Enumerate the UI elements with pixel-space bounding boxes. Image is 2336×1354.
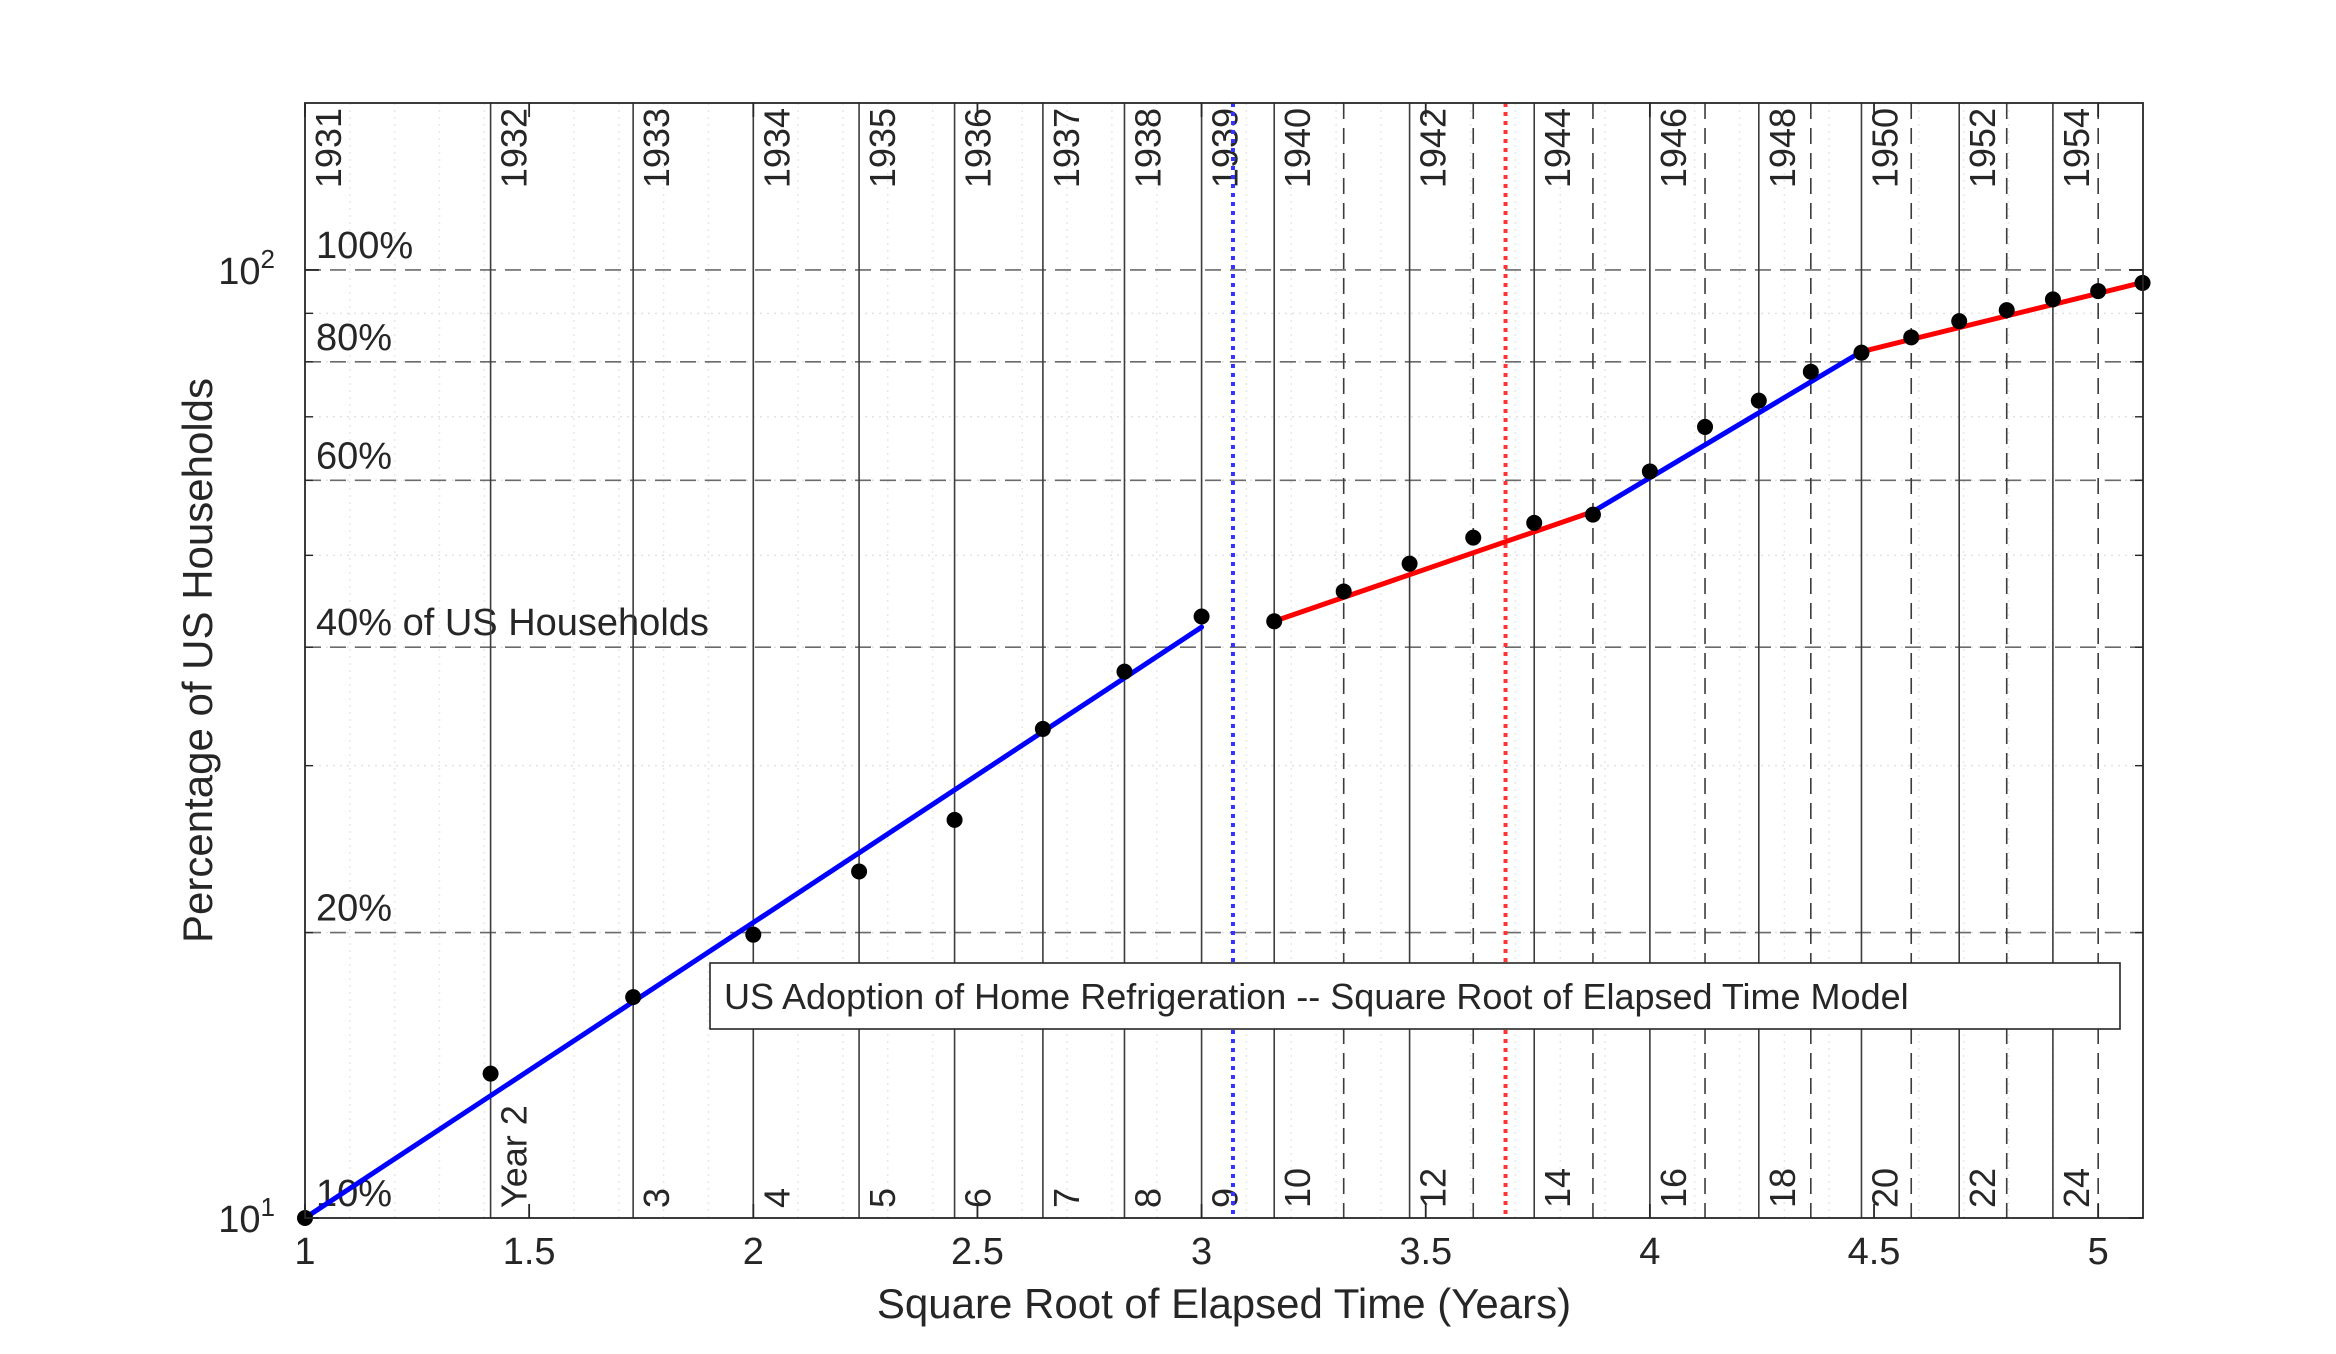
data-point <box>625 989 642 1006</box>
data-point <box>1951 313 1968 330</box>
elapsed-year-label: 3 <box>636 1188 677 1208</box>
plot-area: 10%20%40% of US Households60%80%100%1931… <box>218 102 2151 1273</box>
year-label: 1946 <box>1653 108 1694 188</box>
elapsed-year-label: 10 <box>1277 1168 1318 1208</box>
elapsed-year-label: 9 <box>1205 1188 1246 1208</box>
year-label: 1940 <box>1277 108 1318 188</box>
data-point <box>1465 529 1482 546</box>
x-axis-title: Square Root of Elapsed Time (Years) <box>877 1280 1571 1327</box>
elapsed-year-label: 6 <box>958 1188 999 1208</box>
year-label: 1952 <box>1962 108 2003 188</box>
elapsed-year-label: 12 <box>1413 1168 1454 1208</box>
x-tick-label: 3 <box>1191 1231 1212 1273</box>
year-label: 1937 <box>1046 108 1087 188</box>
x-tick-label: 4.5 <box>1848 1231 1901 1273</box>
elapsed-year-label: 8 <box>1127 1188 1168 1208</box>
x-tick-label: 5 <box>2088 1231 2109 1273</box>
percent-label: 20% <box>316 888 392 930</box>
axes-box <box>304 102 2144 1219</box>
year-label: 1942 <box>1413 108 1454 188</box>
year-label: 1944 <box>1537 108 1578 188</box>
data-point <box>1998 302 2015 319</box>
data-point <box>2044 291 2061 308</box>
elapsed-year-label: 4 <box>756 1188 797 1208</box>
data-point <box>745 926 762 943</box>
year-label: 1948 <box>1762 108 1803 188</box>
data-point <box>1750 392 1767 409</box>
year-label: 1932 <box>494 108 535 188</box>
data-point <box>482 1065 499 1082</box>
x-tick-label: 2.5 <box>951 1231 1004 1273</box>
series-line <box>1590 349 1864 515</box>
y-tick-label: 102 <box>218 244 275 293</box>
data-point <box>851 863 868 880</box>
data-point <box>946 811 963 828</box>
elapsed-year-label: 5 <box>862 1188 903 1208</box>
data-point <box>1526 514 1543 531</box>
year-label: 1939 <box>1205 108 1246 188</box>
year-label: 1938 <box>1127 108 1168 188</box>
data-point <box>1903 329 1920 346</box>
chart-title: US Adoption of Home Refrigeration -- Squ… <box>724 976 1909 1017</box>
percent-label: 100% <box>316 225 413 267</box>
elapsed-year-label: 16 <box>1653 1168 1694 1208</box>
year-label: 1950 <box>1864 108 1905 188</box>
data-point <box>1116 663 1133 680</box>
data-point <box>1584 506 1601 523</box>
series-line <box>302 624 1205 1221</box>
data-point <box>1335 583 1352 600</box>
elapsed-year-label: 14 <box>1537 1168 1578 1208</box>
year-label: 1936 <box>958 108 999 188</box>
data-point <box>1641 463 1658 480</box>
elapsed-year-label: 18 <box>1762 1168 1803 1208</box>
x-tick-label: 1 <box>294 1231 315 1273</box>
series-line <box>1271 509 1596 624</box>
year-label: 1934 <box>756 108 797 188</box>
elapsed-year-label: Year 2 <box>494 1105 535 1208</box>
year-label: 1931 <box>308 108 349 188</box>
x-tick-label: 2 <box>743 1231 764 1273</box>
x-tick-label: 1.5 <box>503 1231 556 1273</box>
y-tick-label: 101 <box>218 1192 275 1241</box>
data-point <box>1193 608 1210 625</box>
data-point <box>2090 283 2107 300</box>
title-box <box>709 962 2121 1030</box>
elapsed-year-label: 22 <box>1962 1168 2003 1208</box>
elapsed-year-label: 7 <box>1046 1188 1087 1208</box>
data-point <box>1802 363 1819 380</box>
data-point <box>1034 720 1051 737</box>
data-point <box>1697 418 1714 435</box>
percent-label: 60% <box>316 435 392 477</box>
y-axis-title: Percentage of US Households <box>174 378 221 943</box>
data-point <box>1401 555 1418 572</box>
percent-label: 40% of US Households <box>316 602 709 644</box>
year-label: 1954 <box>2056 108 2097 188</box>
data-point <box>1266 613 1283 630</box>
data-point <box>1853 344 1870 361</box>
elapsed-year-label: 20 <box>1864 1168 1905 1208</box>
x-tick-label: 4 <box>1639 1231 1660 1273</box>
percent-label: 80% <box>316 317 392 359</box>
x-tick-label: 3.5 <box>1399 1231 1452 1273</box>
year-label: 1935 <box>862 108 903 188</box>
percent-label: 10% <box>316 1173 392 1215</box>
year-label: 1933 <box>636 108 677 188</box>
elapsed-year-label: 24 <box>2056 1168 2097 1208</box>
